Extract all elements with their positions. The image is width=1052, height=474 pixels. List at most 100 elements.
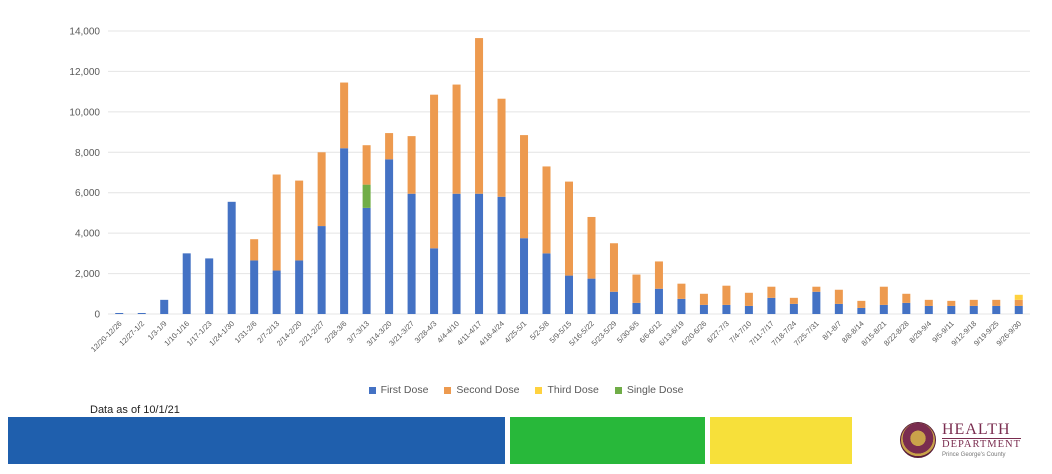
x-tick-label: 9/26-9/30 bbox=[994, 319, 1023, 348]
bar-second-dose bbox=[295, 180, 304, 261]
bar-first-dose bbox=[340, 148, 349, 314]
x-tick-label: 3/28-4/3 bbox=[413, 319, 439, 345]
y-tick-label: 2,000 bbox=[75, 269, 100, 280]
y-tick-label: 4,000 bbox=[75, 229, 100, 240]
y-tick-label: 14,000 bbox=[69, 27, 100, 38]
y-tick-label: 10,000 bbox=[69, 107, 100, 118]
bar-first-dose bbox=[497, 196, 506, 314]
vaccination-chart: 02,0004,0006,0008,00010,00012,00014,000 … bbox=[69, 27, 1030, 354]
bar-second-dose bbox=[789, 297, 798, 304]
logo-line-health: HEALTH bbox=[942, 421, 1011, 439]
bar-first-dose bbox=[722, 304, 731, 314]
bar-second-dose bbox=[542, 166, 551, 254]
bar-first-dose bbox=[475, 193, 484, 314]
bar-first-dose bbox=[182, 253, 191, 314]
bar-first-dose bbox=[362, 207, 371, 314]
x-tick-label: 3/21-3/27 bbox=[387, 319, 416, 348]
bar-first-dose bbox=[1014, 305, 1023, 314]
x-tick-label: 6/20-6/26 bbox=[680, 319, 709, 348]
bars bbox=[115, 38, 1023, 314]
bar-second-dose bbox=[857, 300, 866, 308]
bar-first-dose bbox=[385, 159, 394, 314]
bar-first-dose bbox=[857, 307, 866, 314]
bar-second-dose bbox=[812, 286, 821, 292]
bar-first-dose bbox=[160, 299, 169, 314]
bar-second-dose bbox=[834, 289, 843, 304]
bar-first-dose bbox=[812, 291, 821, 314]
bar-second-dose bbox=[902, 293, 911, 303]
legend-swatch-third-dose bbox=[535, 386, 543, 394]
y-axis-ticks: 0 2,000 4,000 6,000 8,000 10,000 12,000 14,000 bbox=[69, 27, 100, 321]
bar-second-dose bbox=[609, 243, 618, 292]
y-tick-label: 0 bbox=[94, 310, 100, 321]
legend-item-single-dose: Single Dose bbox=[614, 384, 683, 396]
bar-first-dose bbox=[452, 193, 461, 314]
bar-first-dose bbox=[834, 303, 843, 314]
bar-second-dose bbox=[587, 216, 596, 279]
bar-first-dose bbox=[879, 304, 888, 314]
county-seal-icon bbox=[900, 422, 936, 458]
x-tick-label: 7/25-7/31 bbox=[792, 319, 821, 348]
x-tick-label: 8/22-8/28 bbox=[882, 319, 911, 348]
bar-second-dose bbox=[744, 292, 753, 306]
bar-first-dose bbox=[789, 303, 798, 314]
bar-first-dose bbox=[654, 288, 663, 314]
bar-first-dose bbox=[992, 305, 1001, 314]
bar-first-dose bbox=[137, 312, 146, 314]
bar-second-dose bbox=[362, 145, 371, 185]
data-as-of-note: Data as of 10/1/21 bbox=[90, 404, 180, 416]
bar-first-dose bbox=[115, 312, 124, 314]
x-tick-label: 4/25-5/1 bbox=[503, 319, 529, 345]
bar-second-dose bbox=[924, 299, 933, 306]
footer-band-green bbox=[510, 417, 705, 464]
bar-first-dose bbox=[924, 305, 933, 314]
y-tick-label: 6,000 bbox=[75, 188, 100, 199]
legend-item-second-dose: Second Dose bbox=[444, 384, 519, 396]
bar-second-dose bbox=[947, 300, 956, 306]
y-tick-label: 12,000 bbox=[69, 67, 100, 78]
bar-second-dose bbox=[722, 285, 731, 305]
bar-single-dose bbox=[362, 184, 371, 208]
bar-first-dose bbox=[609, 291, 618, 314]
bar-second-dose bbox=[632, 274, 641, 303]
bar-second-dose bbox=[385, 133, 394, 160]
bar-second-dose bbox=[520, 135, 529, 239]
x-tick-label: 5/30-6/5 bbox=[615, 319, 641, 345]
x-tick-label: 5/23-5/29 bbox=[590, 319, 619, 348]
bar-second-dose bbox=[654, 261, 663, 289]
y-tick-label: 8,000 bbox=[75, 148, 100, 159]
bar-second-dose bbox=[992, 299, 1001, 306]
x-tick-label: 12/20-12/26 bbox=[89, 319, 124, 354]
logo-line-county: Prince George's County bbox=[942, 451, 1006, 458]
x-tick-label: 8/29-9/4 bbox=[907, 319, 933, 345]
x-tick-label: 6/27-7/3 bbox=[705, 319, 731, 345]
bar-first-dose bbox=[407, 193, 416, 314]
bar-second-dose bbox=[879, 286, 888, 305]
bar-second-dose bbox=[272, 174, 281, 271]
bar-second-dose bbox=[565, 181, 573, 276]
x-tick-label: 12/27-1/2 bbox=[117, 319, 146, 348]
bar-first-dose bbox=[520, 238, 529, 314]
bar-first-dose bbox=[587, 278, 596, 314]
bar-second-dose bbox=[699, 293, 708, 305]
legend-label-first-dose: First Dose bbox=[380, 384, 429, 396]
bar-second-dose bbox=[497, 98, 506, 197]
bar-second-dose bbox=[317, 152, 326, 227]
bar-first-dose bbox=[947, 305, 956, 314]
legend-item-third-dose: Third Dose bbox=[535, 384, 599, 396]
bar-first-dose bbox=[565, 275, 573, 314]
bar-second-dose bbox=[1014, 299, 1023, 306]
bar-second-dose bbox=[407, 136, 416, 194]
bar-first-dose bbox=[295, 260, 304, 314]
bar-second-dose bbox=[677, 283, 686, 299]
bar-second-dose bbox=[340, 82, 349, 149]
bar-second-dose bbox=[452, 84, 461, 194]
bar-first-dose bbox=[250, 260, 259, 314]
legend: First Dose Second Dose Third Dose Single… bbox=[0, 384, 1052, 396]
bar-first-dose bbox=[317, 226, 326, 314]
footer-band-yellow bbox=[710, 417, 852, 464]
bar-first-dose bbox=[677, 298, 686, 314]
bar-first-dose bbox=[744, 305, 753, 314]
bar-first-dose bbox=[767, 297, 776, 314]
